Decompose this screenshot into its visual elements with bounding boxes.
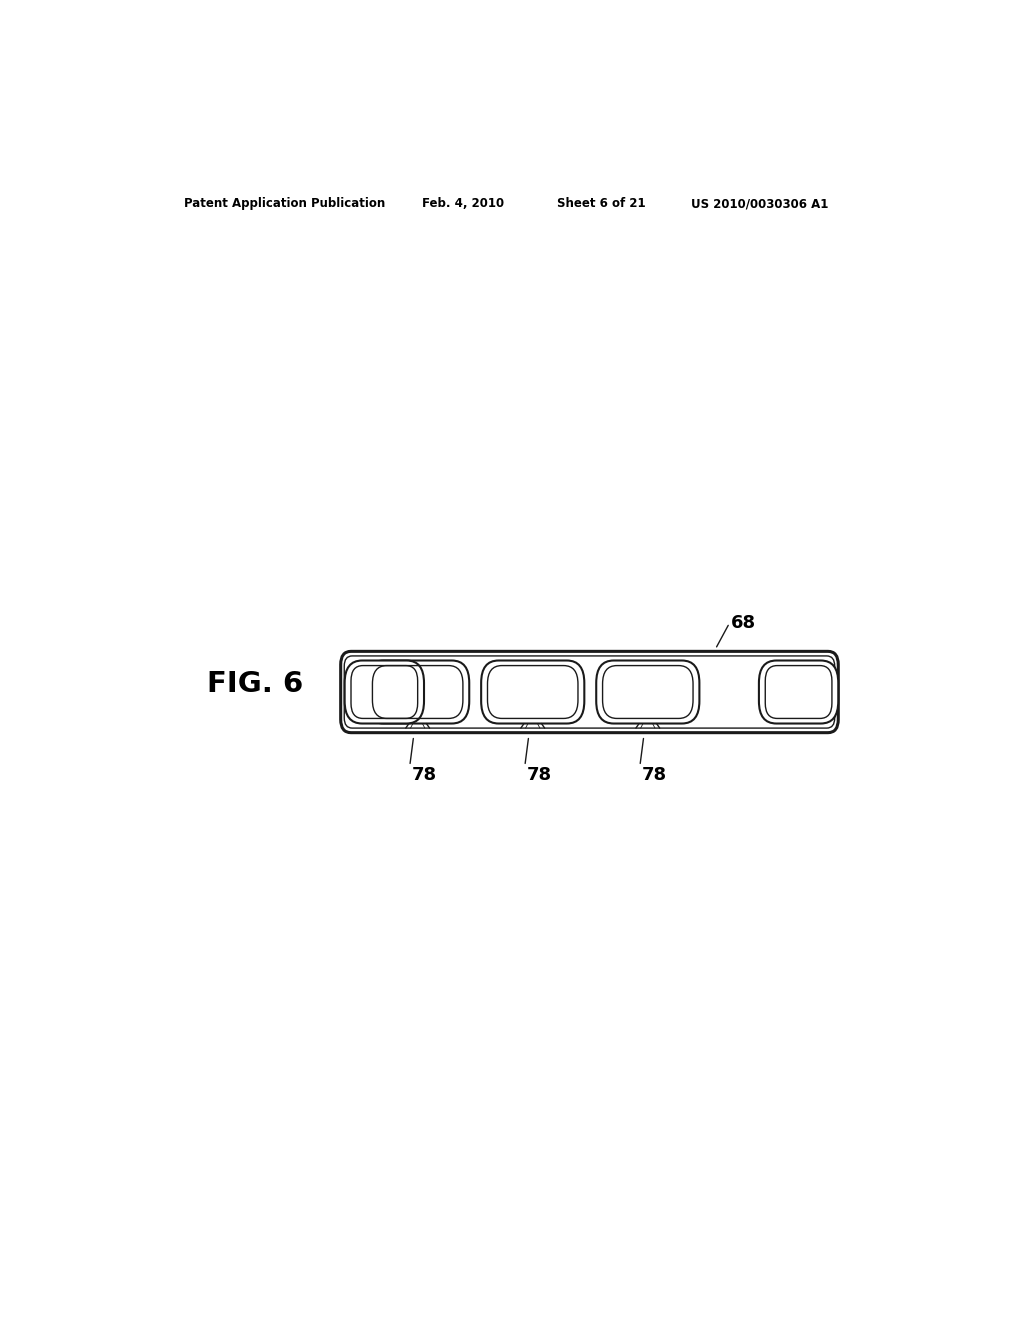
FancyBboxPatch shape: [341, 651, 839, 733]
Text: Sheet 6 of 21: Sheet 6 of 21: [557, 197, 645, 210]
FancyBboxPatch shape: [596, 660, 699, 723]
Text: Patent Application Publication: Patent Application Publication: [183, 197, 385, 210]
Text: 68: 68: [731, 614, 757, 632]
Text: 78: 78: [412, 766, 436, 784]
Text: 78: 78: [526, 766, 552, 784]
Text: FIG. 6: FIG. 6: [207, 669, 303, 698]
FancyBboxPatch shape: [759, 660, 839, 723]
FancyBboxPatch shape: [481, 660, 585, 723]
Text: US 2010/0030306 A1: US 2010/0030306 A1: [691, 197, 828, 210]
Text: Feb. 4, 2010: Feb. 4, 2010: [422, 197, 504, 210]
FancyBboxPatch shape: [367, 660, 469, 723]
Text: 78: 78: [641, 766, 667, 784]
FancyBboxPatch shape: [345, 660, 424, 723]
